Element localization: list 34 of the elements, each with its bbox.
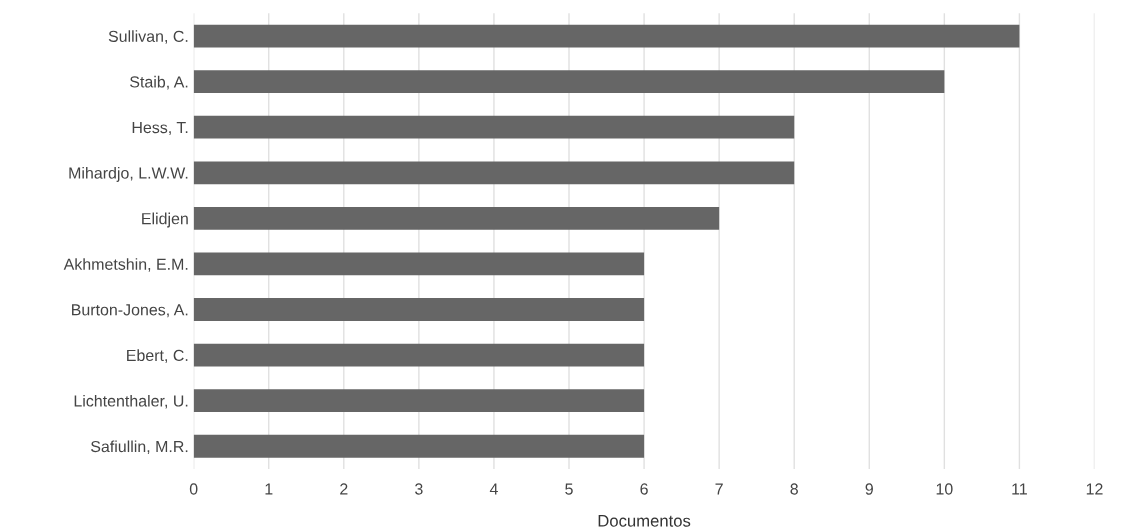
- y-tick-label: Akhmetshin, E.M.: [63, 258, 188, 272]
- x-tick-label: 0: [189, 483, 198, 495]
- x-tick-label: 5: [565, 483, 573, 495]
- bar: [193, 298, 645, 321]
- x-axis-title: Documentos: [598, 515, 691, 527]
- x-tick-label: 1: [265, 483, 273, 495]
- x-tick-label: 6: [640, 483, 648, 495]
- bar: [193, 24, 1020, 48]
- y-tick-label: Staib, A.: [130, 75, 188, 90]
- bar: [193, 389, 645, 413]
- x-tick-label: 9: [865, 483, 873, 495]
- bar: [193, 161, 795, 185]
- x-tick-label: 11: [1012, 483, 1027, 495]
- x-tick-label: 7: [715, 483, 723, 495]
- bar: [193, 252, 645, 276]
- y-tick-label: Hess, T.: [132, 122, 188, 136]
- y-tick-label: Safiullin, M.R.: [91, 440, 188, 455]
- bar: [193, 115, 795, 139]
- bar: [193, 70, 945, 94]
- x-tick-label: 12: [1086, 483, 1103, 495]
- y-tick-label: Burton-Jones, A.: [72, 304, 188, 318]
- x-tick-label: 4: [489, 483, 498, 495]
- bar: [193, 343, 645, 367]
- bar: [193, 206, 720, 230]
- y-tick-label: Elidjen: [142, 212, 188, 228]
- y-tick-label: Ebert, C.: [127, 349, 188, 363]
- y-tick-label: Sullivan, C.: [108, 30, 188, 44]
- x-tick-label: 3: [415, 483, 423, 495]
- x-tick-label: 10: [936, 483, 953, 495]
- x-tick-label: 8: [790, 483, 798, 495]
- x-tick-label: 2: [340, 483, 348, 495]
- bar: [193, 434, 645, 458]
- y-tick-label: Mihardjo, L.W.W.: [69, 166, 188, 182]
- y-tick-label: Lichtenthaler, U.: [74, 394, 188, 409]
